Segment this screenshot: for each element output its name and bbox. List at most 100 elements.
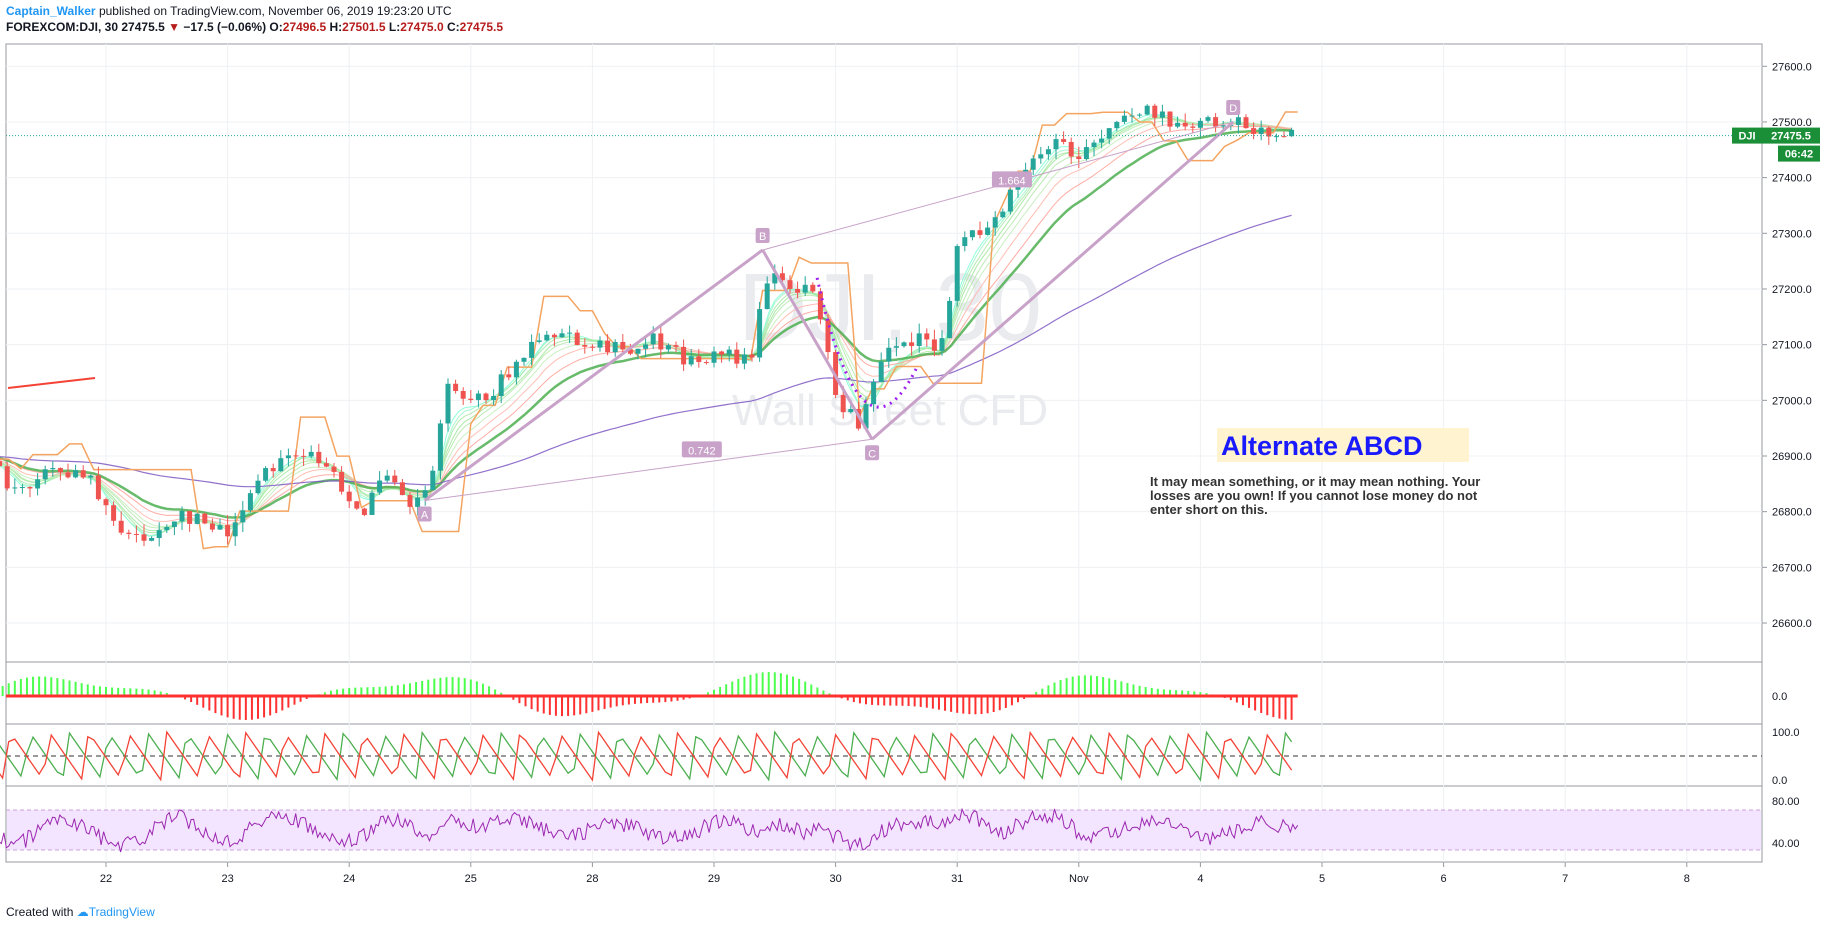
- candle-body: [1213, 117, 1219, 127]
- symbol-tag-bg: [1732, 127, 1762, 144]
- candle-body: [1106, 128, 1112, 139]
- candle-body: [141, 534, 147, 541]
- candle-body: [529, 341, 535, 358]
- candle-body: [536, 340, 542, 342]
- candle-body: [650, 333, 656, 345]
- candle-body: [111, 505, 117, 521]
- candle-body: [1038, 154, 1044, 159]
- tradingview-link[interactable]: TradingView: [88, 905, 155, 919]
- rsi-tick-label: 80.00: [1772, 796, 1800, 808]
- candle-body: [392, 475, 398, 483]
- candle-body: [4, 466, 10, 489]
- candle-body: [1129, 115, 1135, 117]
- candle-body: [475, 393, 481, 400]
- candle-body: [506, 374, 512, 378]
- candle-body: [559, 333, 565, 338]
- candle-body: [95, 475, 101, 500]
- down-arrow-icon: ▼: [168, 20, 180, 34]
- low-value: 27475.0: [400, 20, 444, 34]
- candle-body: [840, 394, 846, 413]
- ratio-badge: [681, 441, 722, 458]
- price-tick-label: 27100.0: [1772, 340, 1812, 352]
- candle-body: [627, 349, 633, 354]
- candle-body: [544, 334, 550, 341]
- candle-body: [597, 340, 603, 348]
- time-tick-label: 24: [343, 873, 355, 885]
- time-tick-label: 6: [1441, 873, 1447, 885]
- main-pane: [5, 43, 1763, 663]
- candle-body: [498, 374, 504, 397]
- candle-body: [1273, 136, 1279, 138]
- candle-body: [848, 408, 854, 413]
- time-tick-label: 31: [951, 873, 963, 885]
- candle-body: [1121, 115, 1127, 122]
- candle-body: [285, 455, 291, 459]
- candle-body: [149, 537, 155, 541]
- tradingview-logo-icon[interactable]: ☁: [76, 905, 89, 919]
- candle-body: [802, 284, 808, 293]
- countdown-bg: [1778, 145, 1820, 162]
- time-tick-label: 29: [708, 873, 720, 885]
- candle-body: [80, 470, 86, 478]
- candle-body: [308, 451, 314, 457]
- candle-body: [255, 480, 261, 494]
- candle-body: [688, 356, 694, 365]
- candle-body: [354, 501, 360, 509]
- symbol-name[interactable]: FOREXCOM:DJI, 30: [6, 20, 119, 34]
- candle-body: [118, 520, 124, 533]
- candle-body: [969, 230, 975, 238]
- candle-body: [187, 510, 193, 524]
- candle-body: [430, 470, 436, 491]
- rsi-band: [7, 810, 1761, 850]
- dotted-curve: [815, 277, 919, 409]
- annotation-title: Alternate ABCD: [1221, 431, 1423, 461]
- time-tick-label: 28: [586, 873, 598, 885]
- candle-body: [225, 525, 231, 537]
- stoch-d-line: [0, 730, 1293, 782]
- candle-body: [764, 283, 770, 310]
- pattern-point-label: D: [1229, 103, 1237, 115]
- candle-body: [247, 493, 253, 511]
- candle-body: [574, 332, 580, 346]
- candle-body: [445, 383, 451, 424]
- candle-body: [164, 526, 170, 531]
- candle-body: [415, 497, 421, 507]
- price-tick-label: 26600.0: [1772, 618, 1812, 630]
- author-link[interactable]: Captain_Walker: [6, 4, 96, 18]
- candle-body: [521, 357, 527, 362]
- candle-body: [12, 487, 18, 489]
- pattern-leg-bc: [761, 249, 874, 441]
- candle-body: [369, 492, 375, 515]
- candle-body: [1175, 122, 1181, 127]
- candle-body: [787, 280, 793, 289]
- candle-body: [741, 354, 747, 364]
- time-tick-label: 23: [221, 873, 233, 885]
- price-tick-label: 27500.0: [1772, 117, 1812, 129]
- time-tick-label: 30: [829, 873, 841, 885]
- candle-body: [886, 347, 892, 362]
- annotation-text: losses are you own! If you cannot lose m…: [1150, 488, 1478, 503]
- candle-body: [346, 491, 352, 502]
- candle-body: [156, 530, 162, 538]
- candle-body: [126, 532, 132, 534]
- candle-body: [407, 495, 413, 507]
- candle-body: [1061, 139, 1067, 142]
- red-trend-segment: [7, 377, 96, 389]
- time-tick-label: 7: [1562, 873, 1568, 885]
- candle-body: [1076, 156, 1082, 160]
- candle-body: [1197, 120, 1203, 128]
- price-tick-label: 27400.0: [1772, 173, 1812, 185]
- candle-body: [719, 351, 725, 355]
- candle-body: [1045, 149, 1051, 155]
- candle-body: [1289, 129, 1295, 137]
- candle-body: [331, 466, 337, 472]
- candle-body: [179, 510, 185, 522]
- candle-body: [1030, 158, 1036, 170]
- ratio-badge: [991, 171, 1032, 188]
- candle-body: [1053, 139, 1059, 150]
- candle-body: [361, 508, 367, 515]
- time-tick-label: 4: [1197, 873, 1203, 885]
- candle-body: [171, 521, 177, 527]
- candle-body: [931, 339, 937, 351]
